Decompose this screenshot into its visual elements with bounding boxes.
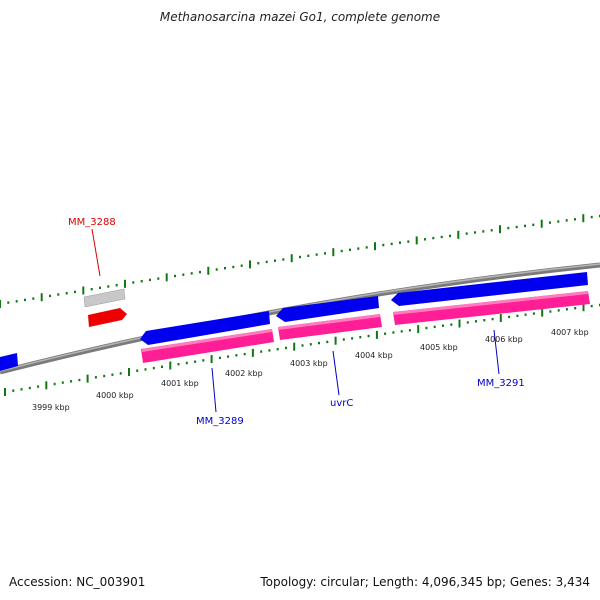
- gene-label-mm3291[interactable]: MM_3291: [477, 378, 525, 389]
- tick-label: 4007 kbp: [551, 328, 589, 337]
- cds-arrow-mm3289[interactable]: [140, 311, 270, 345]
- gene-label-mm3288[interactable]: MM_3288: [68, 217, 116, 228]
- genome-summary-text: Topology: circular; Length: 4,096,345 bp…: [260, 575, 590, 589]
- tick-label: 4006 kbp: [485, 335, 523, 344]
- inner-tick-ring: [4, 303, 600, 396]
- leader-line-uvrc: [332, 350, 340, 396]
- cds-arrow-mm3291[interactable]: [391, 272, 588, 306]
- tick-label: 4000 kbp: [96, 391, 134, 400]
- gene-bar-uvrc[interactable]: [278, 314, 382, 340]
- gene-label-uvrc[interactable]: uvrC: [330, 398, 353, 409]
- leader-line-mm3289: [211, 367, 217, 413]
- outer-tick-ring: [0, 214, 600, 308]
- tick-label: 4001 kbp: [161, 379, 199, 388]
- cds-arrow-left[interactable]: [0, 353, 18, 371]
- tick-label: 4005 kbp: [420, 343, 458, 352]
- tick-label: 4003 kbp: [290, 359, 328, 368]
- tick-label: 3999 kbp: [32, 403, 70, 412]
- gene-bar-mm3291[interactable]: [393, 291, 590, 325]
- gene-label-mm3289[interactable]: MM_3289: [196, 416, 244, 427]
- map-title: Methanosarcina mazei Go1, complete genom…: [159, 10, 441, 24]
- tick-label: 4002 kbp: [225, 369, 263, 378]
- cds-arrow-uvrc[interactable]: [276, 296, 379, 322]
- accession-text: Accession: NC_003901: [9, 575, 146, 589]
- trna-arrow-mm3288[interactable]: [88, 308, 127, 327]
- gene-bar-mm3289[interactable]: [141, 329, 274, 363]
- gene-bar-mm3288[interactable]: [83, 288, 126, 308]
- leader-line-mm3288: [91, 228, 101, 277]
- tick-label: 4004 kbp: [355, 351, 393, 360]
- leader-line-mm3291: [493, 329, 500, 375]
